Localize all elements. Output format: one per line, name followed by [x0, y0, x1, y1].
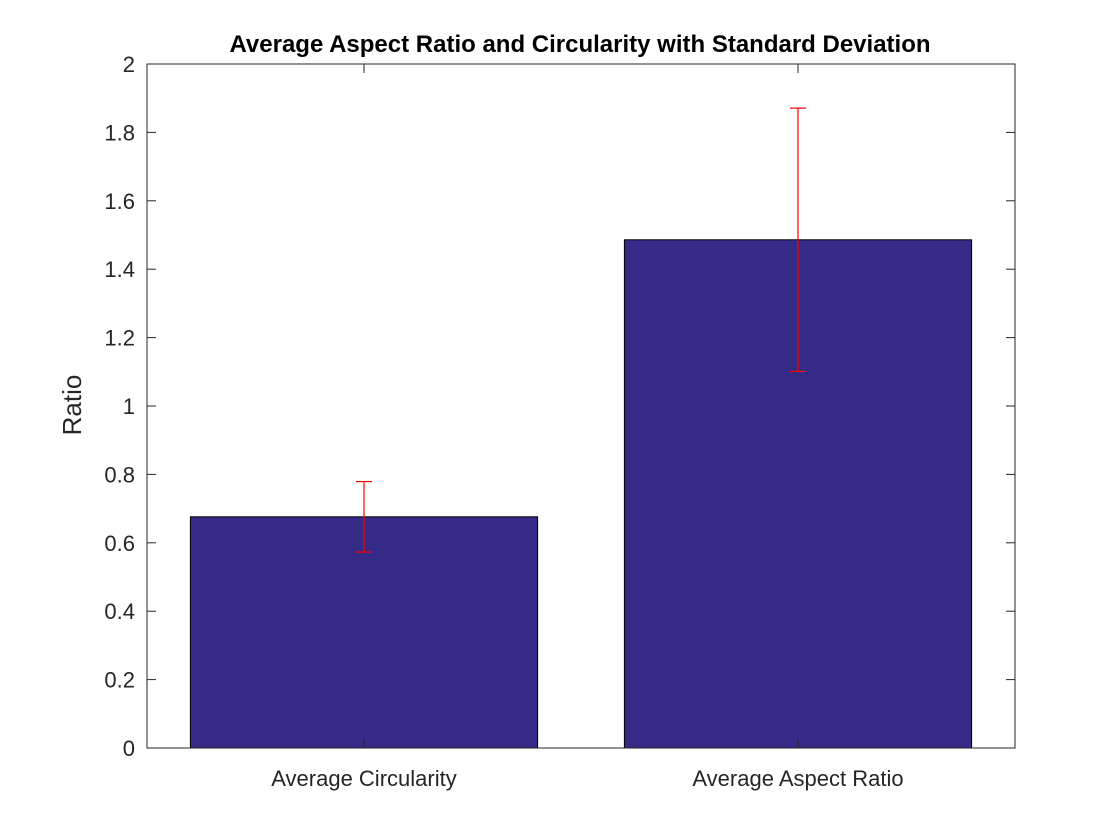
x-tick-label: Average Circularity — [271, 766, 456, 791]
bar — [189, 516, 539, 749]
y-tick-label: 0 — [123, 736, 135, 761]
bars-layer — [189, 239, 973, 749]
error-bar — [356, 480, 372, 553]
y-tick-label: 0.2 — [104, 668, 135, 693]
y-tick-label: 1.4 — [104, 257, 135, 282]
chart-title: Average Aspect Ratio and Circularity wit… — [229, 31, 930, 58]
axes: 0 0.2 0.4 0.6 0.8 1 1.2 1.4 1.6 1.8 2 Average Circu… — [104, 52, 1016, 791]
y-tick-label: 0.6 — [104, 531, 135, 556]
x-tick-label: Average Aspect Ratio — [692, 766, 903, 791]
error-bar — [790, 107, 806, 373]
y-tick-label: 1.8 — [104, 120, 135, 145]
y-tick-label: 1 — [123, 394, 135, 419]
y-axis-label: Ratio — [57, 375, 87, 436]
y-tick-label: 1.2 — [104, 326, 135, 351]
error-bars-layer — [356, 107, 806, 553]
y-tick-label: 1.6 — [104, 189, 135, 214]
y-tick-label: 2 — [123, 52, 135, 77]
y-tick-label: 0.4 — [104, 599, 135, 624]
y-tick-label: 0.8 — [104, 462, 135, 487]
